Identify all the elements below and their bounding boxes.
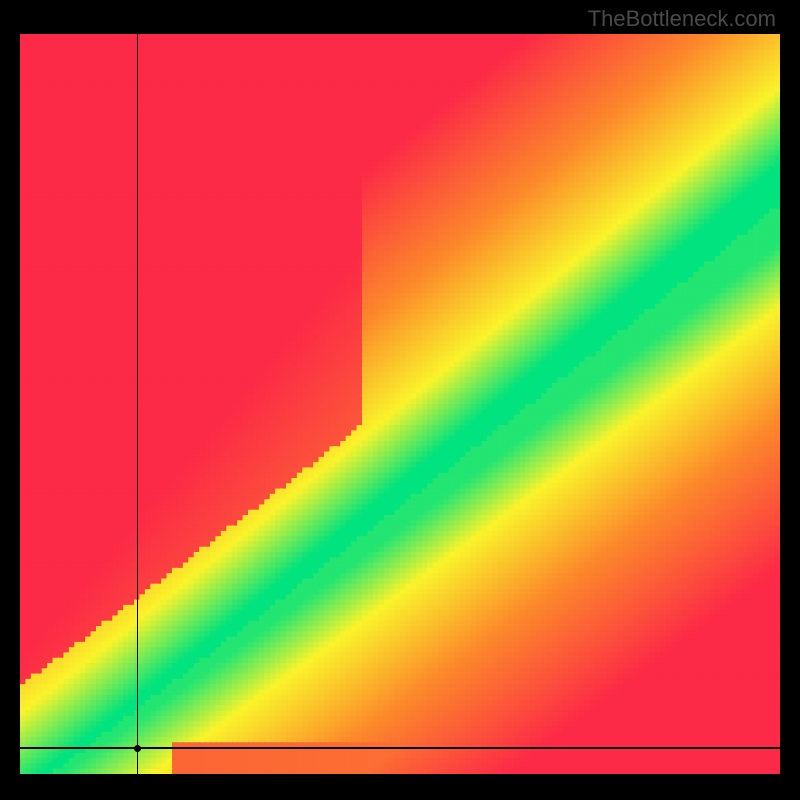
watermark-text: TheBottleneck.com — [588, 6, 776, 32]
marker-dot — [134, 745, 141, 752]
marker-vertical-line — [137, 34, 138, 774]
heatmap-canvas — [20, 34, 780, 774]
heatmap-plot-area — [20, 34, 780, 774]
